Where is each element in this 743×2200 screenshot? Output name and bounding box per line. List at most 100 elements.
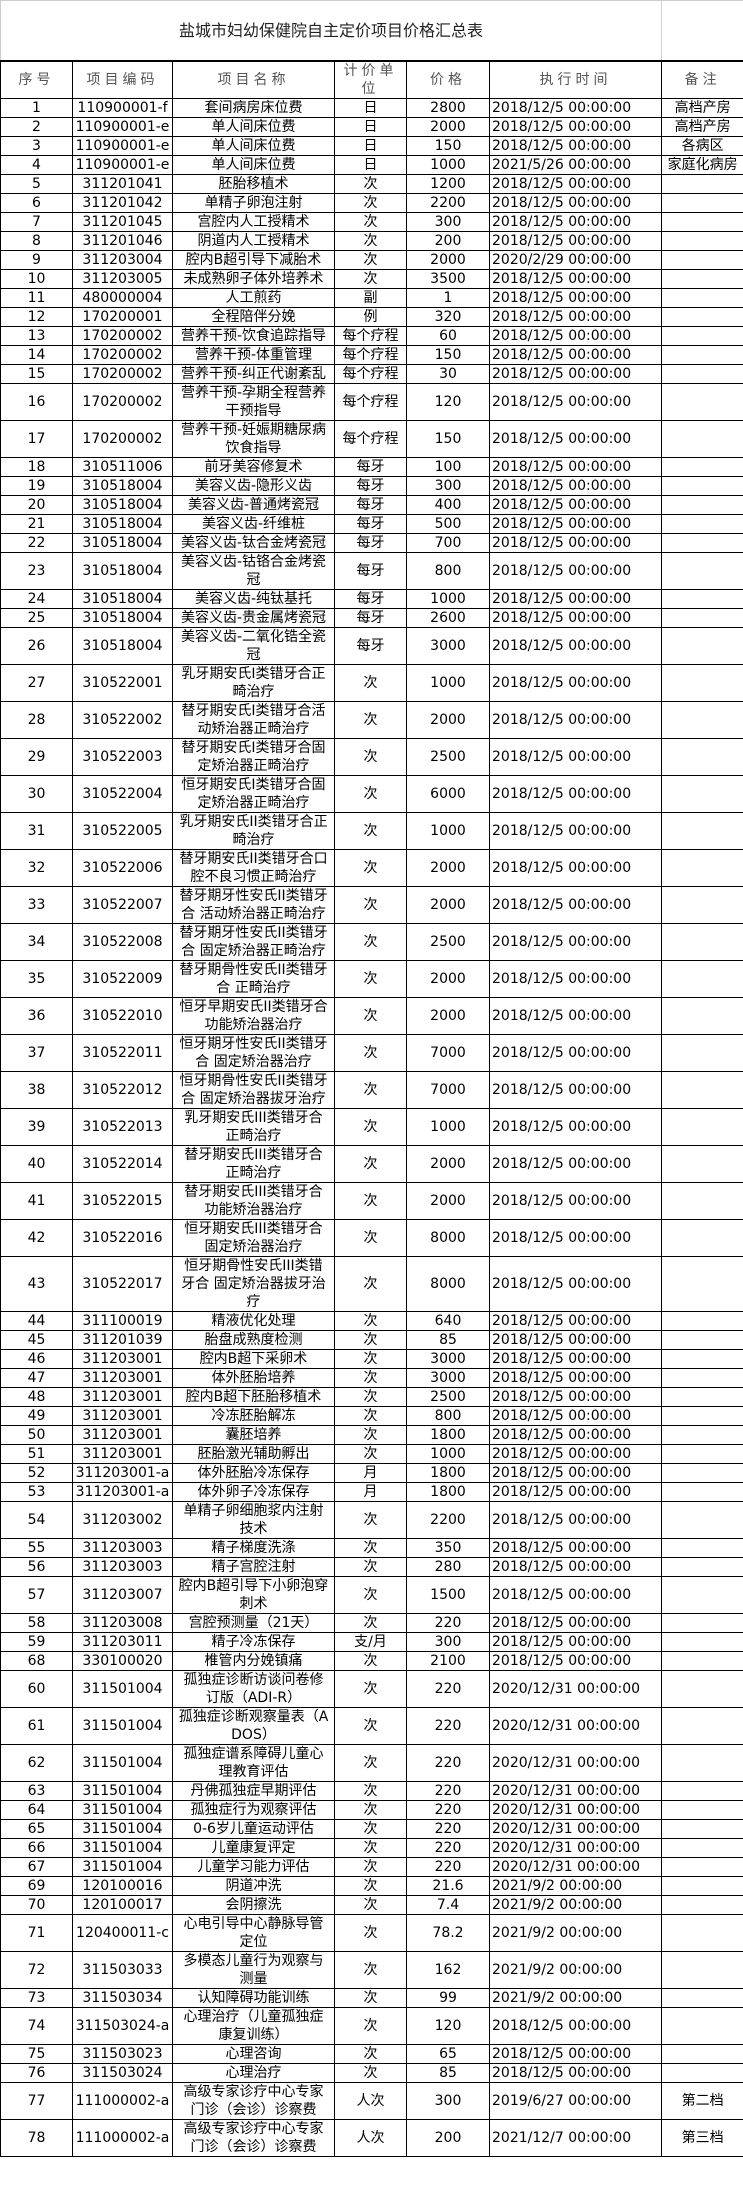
price-cell: 8000 [406,1256,490,1312]
seq-cell: 73 [0,1988,73,2008]
header-name: 项目名称 [172,60,335,99]
unit-cell: 每牙 [334,476,407,496]
code-cell: 311203001 [72,1425,173,1445]
price-cell: 2000 [406,886,490,924]
date-cell: 2018/12/5 00:00:00 [488,849,663,887]
unit-cell: 次 [334,1034,407,1072]
remark-cell [661,552,743,590]
date-cell: 2018/12/5 00:00:00 [488,307,663,327]
remark-cell [661,1368,743,1388]
date-cell: 2021/9/2 00:00:00 [488,1951,663,1989]
date-cell: 2021/9/2 00:00:00 [488,1988,663,2008]
unit-cell: 次 [334,1951,407,1989]
code-cell: 111000002-a [72,2119,173,2157]
table-row: 74 311503024-a 心理治疗（儿童孤独症康复训练）次 120 2018/12/… [0,2007,743,2045]
price-cell: 85 [406,1330,490,1350]
price-cell: 220 [406,1857,490,1877]
date-cell: 2018/12/5 00:00:00 [488,533,663,553]
date-cell: 2018/12/5 00:00:00 [488,1034,663,1072]
remark-cell [661,345,743,365]
price-cell: 1800 [406,1425,490,1445]
unit-cell: 次 [334,250,407,270]
code-cell: 311501004 [72,1781,173,1801]
seq-cell: 71 [0,1914,73,1952]
seq-cell: 5 [0,174,73,194]
remark-cell [661,420,743,458]
seq-cell: 36 [0,997,73,1035]
name-cell: 营养干预-纠正代谢紊乱 [172,364,335,384]
remark-cell [661,1256,743,1312]
date-cell: 2018/12/5 00:00:00 [488,923,663,961]
price-cell: 2000 [406,1145,490,1183]
code-cell: 311203001 [72,1387,173,1407]
name-cell: 恒牙期安氏III类错牙合 固定矫治器治疗 [172,1219,335,1257]
price-cell: 120 [406,383,490,421]
remark-cell: 第二档 [661,2082,743,2120]
unit-cell: 次 [334,1707,407,1745]
code-cell: 310511006 [72,457,173,477]
price-cell: 1000 [406,1444,490,1464]
remark-cell [661,1951,743,1989]
unit-cell: 次 [334,193,407,213]
price-cell: 200 [406,231,490,251]
seq-cell: 2 [0,117,73,137]
date-cell: 2018/12/5 00:00:00 [488,775,663,813]
date-cell: 2018/12/5 00:00:00 [488,664,663,702]
name-cell: 精子冷冻保存 [172,1632,335,1652]
price-cell: 2000 [406,849,490,887]
seq-cell: 28 [0,701,73,739]
date-cell: 2021/9/2 00:00:00 [488,1876,663,1896]
code-cell: 310522007 [72,886,173,924]
remark-cell [661,1501,743,1539]
unit-cell: 次 [334,1425,407,1445]
unit-cell: 次 [334,1108,407,1146]
seq-cell: 70 [0,1895,73,1915]
remark-cell [661,212,743,232]
code-cell: 170200002 [72,326,173,346]
price-cell: 2000 [406,960,490,998]
code-cell: 111000002-a [72,2082,173,2120]
seq-cell: 58 [0,1613,73,1633]
unit-cell: 次 [334,775,407,813]
date-cell: 2018/12/5 00:00:00 [488,98,663,118]
name-cell: 孤独症诊断观察量表（ADOS） [172,1707,335,1745]
table-row: 53 311203001-a 体外卵子冷冻保存月 1800 2018/12/5 00:0… [0,1482,743,1502]
date-cell: 2018/12/5 00:00:00 [488,1368,663,1388]
remark-cell [661,1349,743,1369]
seq-cell: 16 [0,383,73,421]
seq-cell: 20 [0,495,73,515]
seq-cell: 48 [0,1387,73,1407]
unit-cell: 次 [334,2063,407,2083]
seq-cell: 13 [0,326,73,346]
remark-cell [661,193,743,213]
unit-cell: 支/月 [334,1632,407,1652]
seq-cell: 8 [0,231,73,251]
price-cell: 1000 [406,812,490,850]
name-cell: 营养干预-妊娠期糖尿病饮食指导 [172,420,335,458]
code-cell: 310522002 [72,701,173,739]
name-cell: 美容义齿-二氧化锆全瓷冠 [172,627,335,665]
seq-cell: 17 [0,420,73,458]
name-cell: 心电引导中心静脉导管定位 [172,1914,335,1952]
name-cell: 全程陪伴分娩 [172,307,335,327]
name-cell: 孤独症谱系障碍儿童心理教育评估 [172,1744,335,1782]
code-cell: 311203004 [72,250,173,270]
price-cell: 300 [406,476,490,496]
unit-cell: 次 [334,1311,407,1331]
table-row: 33 310522007 替牙期牙性安氏II类错牙合 活动矫治器正畸治疗次 2000 2… [0,886,743,924]
remark-cell [661,923,743,961]
seq-cell: 76 [0,2063,73,2083]
name-cell: 冷冻胚胎解冻 [172,1406,335,1426]
date-cell: 2021/9/2 00:00:00 [488,1914,663,1952]
table-row: 7 311201045 宫腔内人工授精术次 300 2018/12/5 00:00:00 [0,212,743,232]
remark-cell [661,1670,743,1708]
date-cell: 2018/12/5 00:00:00 [488,514,663,534]
unit-cell: 次 [334,1071,407,1109]
table-row: 51 311203001 胚胎激光辅助孵出次 1000 2018/12/5 00:00:… [0,1444,743,1464]
code-cell: 311203001 [72,1444,173,1464]
date-cell: 2020/12/31 00:00:00 [488,1800,663,1820]
seq-cell: 3 [0,136,73,156]
name-cell: 宫腔内人工授精术 [172,212,335,232]
name-cell: 恒牙期骨性安氏III类错牙合 固定矫治器拔牙治疗 [172,1256,335,1312]
